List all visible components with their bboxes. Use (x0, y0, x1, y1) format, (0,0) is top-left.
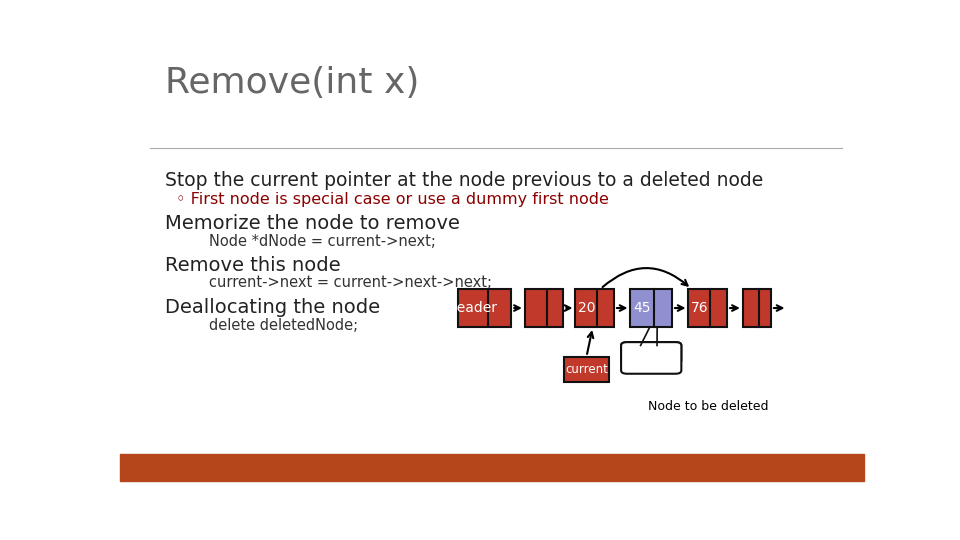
Text: Node *dNode = current->next;: Node *dNode = current->next; (209, 234, 436, 248)
Text: current: current (565, 363, 608, 376)
Bar (525, 289, 547, 327)
FancyBboxPatch shape (621, 342, 682, 374)
FancyBboxPatch shape (621, 342, 682, 364)
Text: delete deletedNode;: delete deletedNode; (209, 318, 358, 333)
Text: header: header (448, 301, 497, 315)
Bar (688, 289, 710, 327)
Text: current->next = current->next->next;: current->next = current->next->next; (209, 275, 492, 290)
Text: 45: 45 (634, 301, 651, 315)
Bar (688, 289, 727, 327)
Text: ◦ First node is special case or use a dummy first node: ◦ First node is special case or use a du… (176, 192, 609, 207)
Text: Stop the current pointer at the node previous to a deleted node: Stop the current pointer at the node pre… (165, 171, 763, 190)
Bar (120, 454, 864, 481)
Bar (631, 289, 672, 327)
Bar (597, 289, 614, 327)
Bar (458, 289, 512, 327)
Bar (564, 357, 609, 382)
Bar (575, 289, 614, 327)
Bar (525, 289, 564, 327)
Bar (758, 289, 771, 327)
Bar (489, 289, 512, 327)
Bar (631, 289, 654, 327)
Text: 20: 20 (578, 301, 595, 315)
Bar (743, 289, 771, 327)
Bar (575, 289, 597, 327)
Text: Remove(int x): Remove(int x) (165, 66, 419, 100)
Text: Deallocating the node: Deallocating the node (165, 299, 380, 318)
Text: 76: 76 (690, 301, 708, 315)
Bar (547, 289, 564, 327)
Bar (458, 289, 489, 327)
Text: Remove this node: Remove this node (165, 256, 340, 275)
Text: Node to be deleted: Node to be deleted (647, 400, 768, 413)
Text: Memorize the node to remove: Memorize the node to remove (165, 214, 460, 233)
Bar (654, 289, 672, 327)
Bar (710, 289, 727, 327)
Bar (743, 289, 758, 327)
